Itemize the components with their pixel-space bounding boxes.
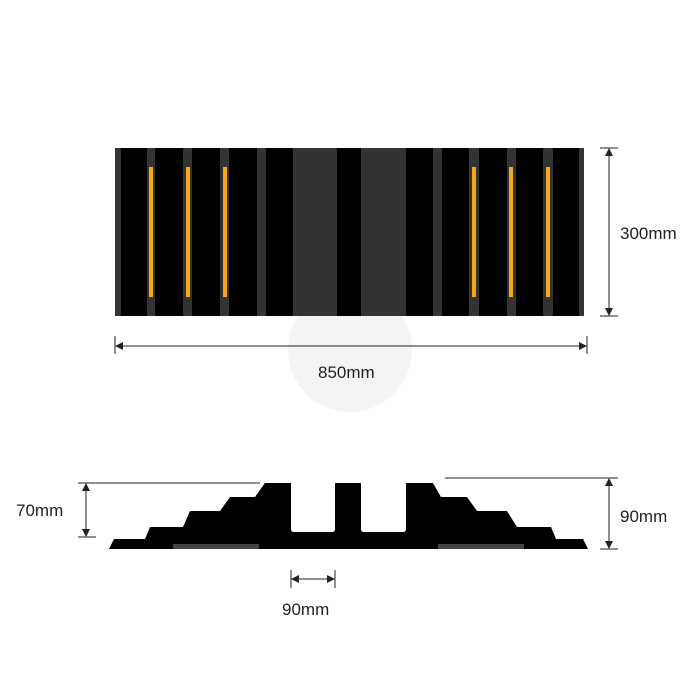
top-body [115, 148, 584, 316]
dimension-lines [78, 147, 618, 588]
rib [257, 148, 266, 316]
base-strip-left [173, 544, 259, 549]
reflector-strip [186, 167, 190, 297]
base-strip-right [438, 544, 524, 549]
channel-width-label: 90mm [282, 600, 330, 619]
rib [579, 148, 584, 316]
reflector-strip [223, 167, 227, 297]
reflectors [149, 167, 550, 297]
rib [293, 148, 337, 316]
side-profile [109, 483, 588, 549]
rib [361, 148, 406, 316]
top-view [115, 148, 584, 316]
outer-height-label: 70mm [16, 501, 64, 520]
total-height-label: 90mm [620, 507, 668, 526]
reflector-strip [509, 167, 513, 297]
rib [433, 148, 442, 316]
rib [115, 148, 121, 316]
reflector-strip [472, 167, 476, 297]
width-label: 850mm [318, 363, 375, 382]
watermark-logo [288, 288, 412, 412]
reflector-strip [546, 167, 550, 297]
depth-label: 300mm [620, 224, 677, 243]
reflector-strip [149, 167, 153, 297]
